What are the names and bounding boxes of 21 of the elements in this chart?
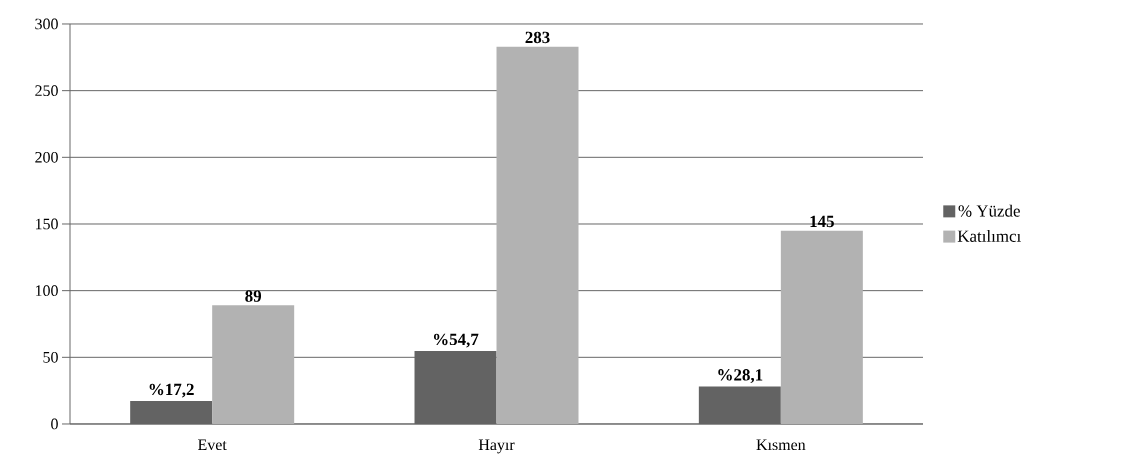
y-tick-label: 100	[35, 285, 58, 297]
data-label: %28,1	[718, 369, 763, 383]
y-tick-label: 200	[35, 151, 58, 163]
data-label: %54,7	[433, 333, 479, 348]
data-label: 89	[245, 290, 262, 302]
y-tick-label: 0	[51, 418, 58, 430]
y-tick-label: 300	[35, 18, 58, 30]
data-label: 283	[525, 31, 550, 44]
x-tick-label: Evet	[198, 439, 227, 451]
y-tick-label: 150	[35, 218, 58, 230]
y-tick-label: 250	[35, 85, 58, 97]
data-label: 145	[810, 215, 834, 228]
legend-label: % Yüzde	[958, 204, 1020, 217]
x-tick-label: Kısmen	[756, 439, 806, 451]
y-tick-label: 50	[43, 351, 58, 363]
x-tick-label: Hayır	[478, 439, 515, 454]
legend-label: Katılımcı	[957, 229, 1021, 242]
bar	[496, 46, 579, 424]
data-label: %17,2	[149, 383, 194, 398]
bar	[212, 305, 295, 424]
bar	[780, 230, 863, 424]
